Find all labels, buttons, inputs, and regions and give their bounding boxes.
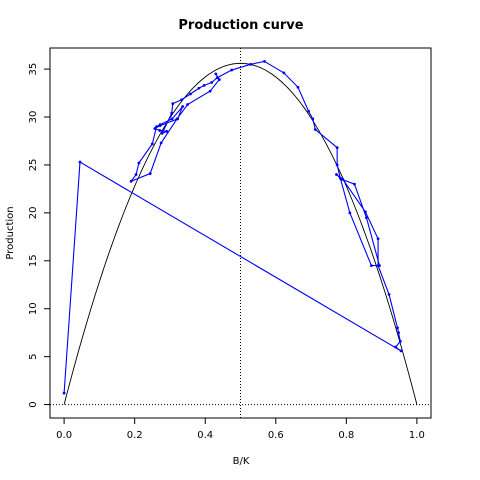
- trajectory-point: [148, 172, 152, 175]
- y-tick-label: 35: [28, 63, 39, 76]
- trajectory-point: [282, 71, 286, 75]
- y-tick-label: 15: [28, 254, 39, 267]
- trajectory-point: [335, 146, 339, 150]
- x-tick-label: 0.2: [127, 430, 143, 441]
- trajectory-point: [215, 76, 219, 80]
- trajectory-point: [214, 72, 218, 76]
- trajectory-point: [376, 237, 380, 241]
- trajectory-point: [181, 105, 185, 108]
- trajectory-point: [348, 211, 352, 215]
- y-tick-label: 30: [28, 111, 39, 124]
- trajectory-point: [217, 78, 221, 82]
- production-curve-line: [63, 62, 418, 405]
- trajectory-point: [150, 142, 154, 146]
- y-tick-label: 0: [28, 401, 39, 407]
- trajectory-point: [158, 123, 162, 127]
- trajectory-point: [311, 117, 315, 121]
- y-axis: 0 5 10 15 20 25 30 35: [28, 63, 51, 408]
- trajectory-point: [129, 179, 133, 183]
- trajectory-point: [249, 62, 253, 66]
- trajectory-point: [369, 264, 373, 267]
- trajectory-point: [338, 176, 342, 180]
- y-tick-label: 5: [28, 353, 39, 359]
- y-axis-label: Production: [5, 206, 16, 259]
- trajectory-point: [363, 210, 367, 214]
- y-tick-label: 10: [28, 302, 39, 315]
- trajectory-point: [180, 98, 183, 102]
- trajectory-point: [137, 161, 141, 165]
- trajectory-point: [210, 81, 213, 84]
- x-tick-label: 0.0: [56, 430, 72, 441]
- trajectory-point: [153, 127, 157, 130]
- trajectory-point: [313, 128, 317, 131]
- trajectory-point: [159, 141, 163, 145]
- trajectory-point: [378, 264, 381, 267]
- trajectory-point: [197, 86, 201, 90]
- trajectory-point: [160, 131, 164, 135]
- trajectory-point: [397, 331, 400, 335]
- y-tick-label: 20: [28, 207, 39, 220]
- trajectory-point: [394, 345, 398, 349]
- x-axis-label: B/K: [233, 456, 250, 467]
- trajectory-line: [63, 60, 402, 394]
- x-tick-label: 1.0: [409, 430, 425, 441]
- trajectory-point: [78, 160, 82, 164]
- trajectory-point: [134, 173, 138, 176]
- trajectory-point: [208, 89, 212, 93]
- trajectory-point: [398, 339, 402, 343]
- trajectory-point: [158, 129, 162, 132]
- trajectory-point: [365, 216, 368, 220]
- plot-frame: [49, 47, 432, 419]
- reference-lines: [50, 48, 431, 418]
- trajectory-layer: [62, 60, 403, 395]
- chart-title: Production curve: [178, 18, 303, 33]
- trajectory-point: [62, 391, 66, 395]
- trajectory-point: [189, 92, 192, 96]
- trajectory-point: [335, 163, 339, 167]
- x-tick-label: 0.8: [338, 430, 354, 441]
- x-tick-label: 0.6: [268, 430, 284, 441]
- trajectory-point: [263, 60, 266, 63]
- x-tick-label: 0.4: [197, 430, 213, 441]
- trajectory-point: [307, 109, 310, 113]
- curve-layer: [63, 62, 418, 405]
- trajectory-point: [170, 117, 174, 121]
- trajectory-point: [296, 85, 300, 89]
- trajectory-point: [175, 117, 179, 121]
- y-tick-label: 25: [28, 159, 39, 172]
- trajectory-point: [335, 173, 338, 176]
- x-axis: 0.0 0.2 0.4 0.6 0.8 1.0: [56, 417, 425, 441]
- trajectory-point: [399, 349, 403, 353]
- trajectory-point: [387, 292, 391, 296]
- trajectory-point: [202, 83, 206, 87]
- trajectory-point: [171, 102, 175, 105]
- trajectory-point: [230, 68, 234, 72]
- trajectory-point: [186, 103, 189, 106]
- trajectory-point: [396, 326, 399, 330]
- trajectory-point: [353, 182, 356, 186]
- trajectory-point: [170, 111, 174, 115]
- trajectory-point: [155, 125, 158, 128]
- trajectory-point: [165, 129, 169, 133]
